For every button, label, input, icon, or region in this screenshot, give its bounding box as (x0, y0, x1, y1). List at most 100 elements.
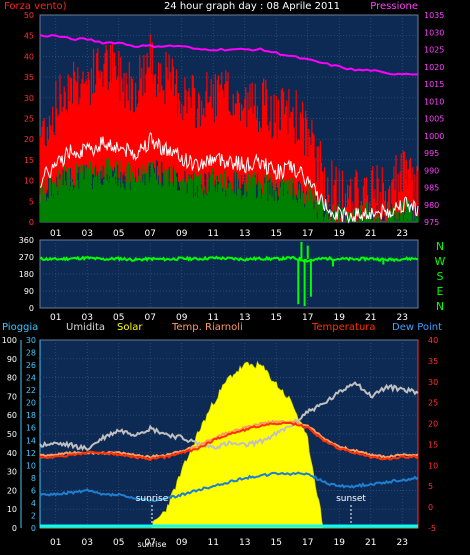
bottom-series (39, 360, 419, 529)
humidity-series (39, 381, 419, 451)
humidity-tick-label: 60 (7, 411, 17, 420)
pressure-tick-label: 975 (424, 218, 439, 227)
humidity-tick-label: 20 (7, 486, 17, 495)
rain-tick-label: 8 (31, 474, 36, 483)
compass-letter: W (435, 255, 446, 268)
x-tick-label: 11 (208, 538, 219, 548)
pressure-tick-label: 1030 (424, 28, 444, 37)
x-tick-label: 23 (397, 313, 408, 323)
x-tick-label: 15 (271, 538, 282, 548)
wind-avg-series (39, 131, 419, 224)
rain-tick-label: 10 (26, 461, 36, 470)
x-tick-label: 15 (271, 313, 282, 323)
wind-tick-label: 45 (24, 32, 34, 41)
x-tick-label: 09 (176, 313, 188, 323)
x-tick-label: 03 (82, 538, 93, 548)
x-tick-label: 07 (145, 313, 156, 323)
humidity-tick-label: 10 (7, 505, 17, 514)
bottom-x-ticks: 01 03 05 07 09 11 13 15 17 19 21 23 (50, 538, 408, 548)
compass-letter: E (437, 285, 444, 298)
solar-area (40, 360, 418, 529)
x-tick-label: 01 (50, 538, 61, 548)
pressure-tick-label: 980 (424, 201, 439, 210)
compass-letter: N (436, 240, 444, 253)
pressure-tick-label: 1020 (424, 63, 444, 72)
wind-axis-label: Forza vento) (4, 1, 67, 12)
x-tick-label: 03 (82, 313, 93, 323)
temp-tick-label: 40 (428, 336, 438, 345)
x-tick-label: 11 (208, 313, 219, 323)
rain-tick-label: 4 (31, 499, 36, 508)
humidity-tick-label: 30 (7, 468, 17, 477)
x-tick-label: 03 (82, 229, 93, 239)
x-tick-label: 21 (365, 313, 376, 323)
direction-left-ticks: 360 270 180 90 0 (19, 236, 34, 313)
wind-tick-label: 20 (24, 135, 34, 144)
wind-green-series (39, 158, 419, 222)
humidity-tick-label: 0 (12, 524, 17, 533)
humidity-tick-label: 80 (7, 374, 17, 383)
rain-tick-label: 22 (26, 386, 36, 395)
wind-tick-label: 35 (24, 73, 34, 82)
wind-tick-label: 25 (24, 115, 34, 124)
humidity-tick-label: 70 (7, 392, 17, 401)
rain-tick-label: 30 (26, 336, 36, 345)
rain-tick-label: 6 (31, 486, 36, 495)
x-tick-label: 15 (271, 229, 282, 239)
x-tick-label: 17 (302, 313, 313, 323)
x-tick-label: 19 (334, 229, 346, 239)
x-tick-label: 09 (176, 538, 188, 548)
rain-tick-label: 14 (26, 436, 36, 445)
wind-tick-label: 5 (29, 197, 34, 206)
bottom-right-ticks: 40 35 30 25 20 15 10 5 0 -5 (428, 336, 438, 533)
direction-tick-label: 270 (19, 253, 34, 262)
top-series (39, 34, 419, 224)
legend-pioggia: Pioggia (2, 322, 38, 333)
pressure-tick-label: 995 (424, 149, 439, 158)
x-tick-label: 21 (365, 538, 376, 548)
compass-letter: S (437, 270, 444, 283)
riarnoli-series (39, 419, 419, 459)
wind-tick-label: 15 (24, 156, 34, 165)
temp-tick-label: -5 (428, 524, 436, 533)
x-tick-label: 23 (397, 229, 408, 239)
pressure-tick-label: 1025 (424, 46, 444, 55)
direction-grid (40, 240, 418, 308)
sunrise-label: sunrise (136, 494, 169, 504)
pressure-tick-label: 985 (424, 184, 439, 193)
pressure-tick-label: 1000 (424, 132, 444, 141)
wind-gust-series (39, 34, 419, 222)
x-tick-label: 01 (50, 229, 61, 239)
humidity-tick-label: 90 (7, 355, 17, 364)
rain-tick-label: 28 (26, 349, 36, 358)
pressure-tick-label: 1010 (424, 97, 444, 106)
direction-tick-label: 180 (19, 270, 34, 279)
wind-tick-label: 10 (24, 177, 34, 186)
temp-tick-label: 20 (428, 420, 438, 429)
pressure-axis-label: Pressione (370, 1, 418, 12)
pressure-tick-label: 1035 (424, 11, 444, 20)
x-tick-label: 05 (113, 229, 124, 239)
legend-temperatura: Temperatura (311, 322, 376, 333)
temp-tick-label: 5 (428, 482, 433, 491)
wind-tick-label: 50 (24, 11, 34, 20)
x-tick-label: 19 (334, 313, 346, 323)
temperature-series (39, 421, 419, 462)
x-tick-label: 21 (365, 229, 376, 239)
top-right-ticks: 1035 1030 1025 1020 1015 1010 1005 1000 995 990 98… (424, 11, 444, 227)
x-tick-label: 01 (50, 313, 61, 323)
pressure-series (39, 34, 419, 76)
x-tick-label: 07 (145, 538, 156, 548)
wind-tick-label: 30 (24, 94, 34, 103)
x-tick-label: 13 (239, 313, 250, 323)
rain-tick-label: 12 (26, 449, 36, 458)
temp-tick-label: 15 (428, 440, 438, 449)
x-tick-label: 13 (239, 229, 250, 239)
rain-tick-label: 0 (31, 524, 36, 533)
legend-dewpoint: Dew Point (392, 322, 442, 333)
